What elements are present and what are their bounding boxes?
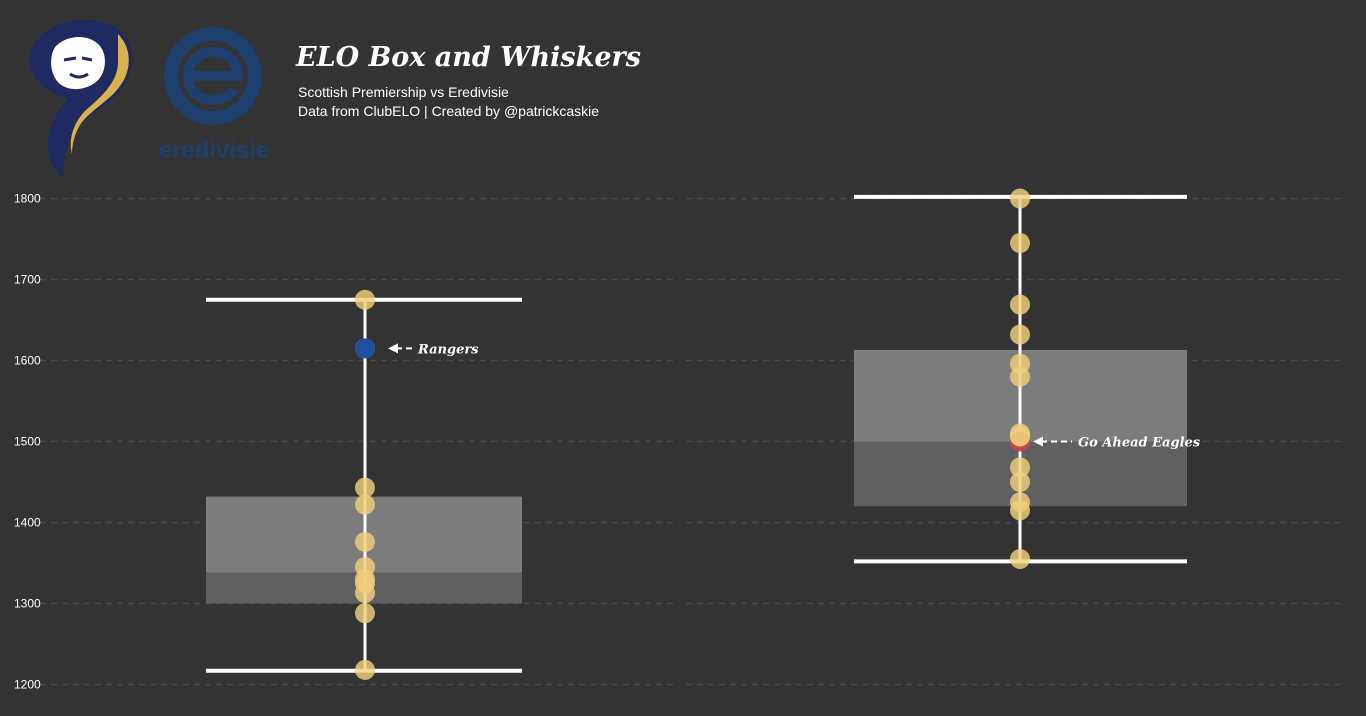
y-tick-label: 1300 [14,597,41,611]
data-point [1010,426,1030,447]
annotation-label: Go Ahead Eagles [1078,436,1201,451]
data-point [1010,457,1030,478]
lion-face [51,37,105,90]
annotation-arrow-head [1033,436,1043,447]
eredivisie-logo: eredivisie [159,27,270,164]
y-tick-label: 1700 [14,273,41,287]
data-point [1010,472,1030,492]
data-point [1010,233,1030,254]
gridlines [40,197,1340,686]
eredivisie-wordmark: eredivisie [159,137,270,164]
y-axis: 1200 1300 1400 1500 1600 1700 1800 [14,192,41,692]
y-tick-label: 1500 [14,435,41,449]
annotation-arrow-head [388,343,398,354]
data-point [1010,366,1030,387]
lion-mane-gold [70,34,129,154]
data-point [355,659,375,680]
y-tick-label: 1800 [14,192,41,206]
data-point [1010,548,1030,569]
data-point [355,603,375,624]
data-point [355,531,375,552]
data-point [355,289,375,310]
data-credit: Data from ClubELO | Created by @patrickc… [298,103,600,119]
data-point [1010,294,1030,315]
annotation-label: Rangers [417,342,479,357]
data-point [355,582,375,603]
highlight-point [355,338,375,359]
data-point [355,494,375,515]
y-tick-label: 1600 [14,354,41,368]
scottish-premiership-logo [29,19,133,183]
chart-title: ELO Box and Whiskers [296,42,641,73]
data-point [1010,188,1030,209]
data-point [1010,500,1030,521]
data-point [355,477,375,498]
chart-subtitle: Scottish Premiership vs Eredivisie [298,84,509,100]
box-whisker-chart: 1200 1300 1400 1500 1600 1700 1800 Rangers Go A… [14,188,1340,692]
plot-area: Rangers Go Ahead Eagles [206,188,1201,680]
data-point [1010,324,1030,345]
y-tick-label: 1200 [14,678,41,692]
y-tick-label: 1400 [14,516,41,530]
